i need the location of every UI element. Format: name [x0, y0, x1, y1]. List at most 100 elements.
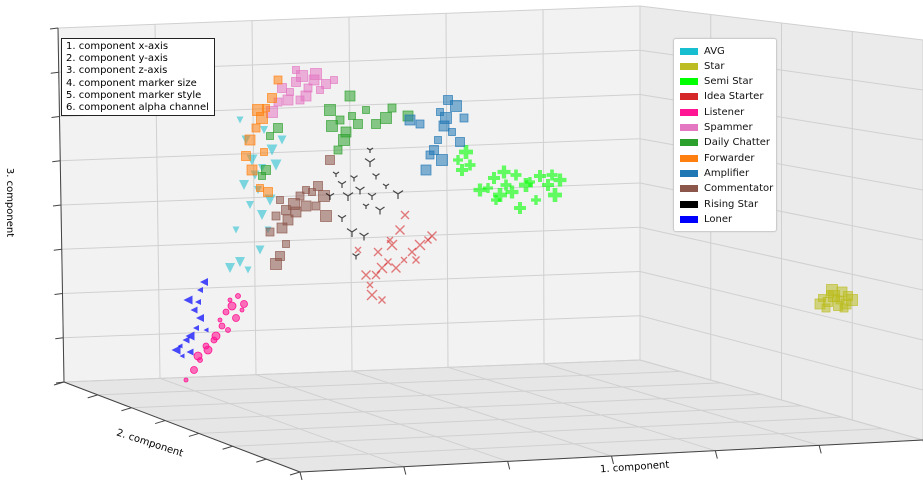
- data-point: [277, 83, 287, 93]
- data-point: [244, 134, 256, 146]
- legend-item: AVG: [680, 44, 725, 58]
- data-point: [171, 345, 181, 355]
- data-point: [239, 180, 249, 190]
- data-point: [553, 173, 567, 187]
- data-point: [427, 231, 437, 241]
- data-point: [326, 120, 338, 132]
- data-point: [359, 232, 369, 241]
- data-point: [310, 68, 322, 80]
- data-point: [443, 95, 453, 105]
- legend-swatch: [680, 154, 698, 162]
- data-point: [367, 192, 377, 200]
- legend-swatch: [680, 185, 698, 193]
- data-point: [440, 112, 452, 124]
- info-line: 5. component marker style: [66, 89, 202, 101]
- info-line: 3. component z-axis: [66, 65, 168, 77]
- data-point: [548, 188, 562, 202]
- legend-label: Spammer: [704, 122, 753, 133]
- data-point: [375, 206, 385, 215]
- data-point: [291, 77, 301, 87]
- data-point: [217, 317, 223, 323]
- data-point: [362, 203, 370, 209]
- component-info-box: 1. component x-axis 2. component y-axis …: [61, 38, 215, 116]
- data-point: [276, 222, 288, 234]
- legend-swatch: [680, 200, 698, 208]
- data-point: [366, 281, 374, 289]
- legend-label: Star: [704, 60, 725, 72]
- data-point: [353, 119, 363, 129]
- data-point: [362, 106, 370, 114]
- data-point: [197, 287, 203, 293]
- data-point: [414, 239, 426, 251]
- legend-item: Forwarder: [680, 151, 754, 165]
- axis-ticks: [49, 27, 923, 480]
- data-point: [455, 137, 465, 147]
- data-point: [333, 145, 343, 155]
- data-point: [378, 296, 386, 304]
- data-point: [473, 183, 487, 197]
- legend-label: Listener: [704, 106, 745, 118]
- z-axis-label: 3. component: [4, 167, 16, 238]
- data-points: [171, 66, 858, 383]
- data-point: [826, 284, 838, 296]
- data-point: [330, 76, 338, 84]
- legend-swatch: [680, 139, 698, 147]
- data-point: [546, 169, 558, 181]
- data-point: [202, 342, 210, 350]
- data-point: [387, 103, 397, 113]
- legend-swatch: [680, 78, 698, 86]
- data-point: [218, 322, 226, 330]
- data-point: [337, 214, 347, 222]
- data-point: [436, 108, 444, 116]
- legend-item: Amplifier: [680, 166, 749, 180]
- data-point: [361, 270, 371, 280]
- data-point: [240, 300, 248, 308]
- data-point: [311, 201, 321, 211]
- data-point: [412, 256, 420, 264]
- data-point: [282, 94, 294, 106]
- legend-item: Rising Star: [680, 197, 758, 211]
- data-point: [286, 88, 294, 96]
- data-point: [267, 93, 277, 103]
- data-point: [459, 113, 469, 123]
- data-point: [271, 211, 281, 221]
- data-point: [332, 171, 340, 177]
- legend-item: Daily Chatter: [680, 136, 770, 150]
- data-point: [290, 206, 302, 218]
- legend-label: Daily Chatter: [704, 137, 771, 149]
- data-point: [300, 200, 312, 212]
- data-point: [183, 295, 193, 305]
- data-point: [525, 177, 535, 187]
- data-point: [425, 150, 435, 160]
- legend-item: Semi Star: [680, 75, 753, 89]
- legend-swatch: [680, 108, 698, 116]
- data-point: [195, 299, 201, 305]
- data-point: [257, 210, 267, 220]
- data-point: [436, 154, 448, 166]
- data-point: [380, 112, 392, 124]
- data-point: [316, 86, 324, 94]
- data-point: [386, 236, 394, 244]
- legend-item: Spammer: [680, 121, 753, 135]
- data-point: [244, 266, 252, 274]
- legend-swatch: [680, 169, 698, 177]
- data-point: [500, 179, 512, 191]
- data-point: [235, 257, 245, 267]
- data-point: [179, 353, 185, 359]
- data-point: [364, 158, 376, 167]
- legend-label: Amplifier: [704, 167, 750, 179]
- data-point: [282, 240, 290, 248]
- data-point: [296, 70, 308, 82]
- data-point: [366, 289, 378, 301]
- data-point: [843, 291, 853, 301]
- legend-item: Commentator: [680, 182, 773, 196]
- data-point: [491, 195, 501, 205]
- data-point: [225, 327, 231, 333]
- data-point: [246, 164, 258, 176]
- data-point: [350, 175, 358, 182]
- info-line: 1. component x-axis: [66, 41, 169, 52]
- legend-item: Loner: [680, 212, 732, 226]
- data-point: [232, 314, 240, 322]
- data-point: [321, 79, 331, 89]
- data-point: [434, 136, 442, 144]
